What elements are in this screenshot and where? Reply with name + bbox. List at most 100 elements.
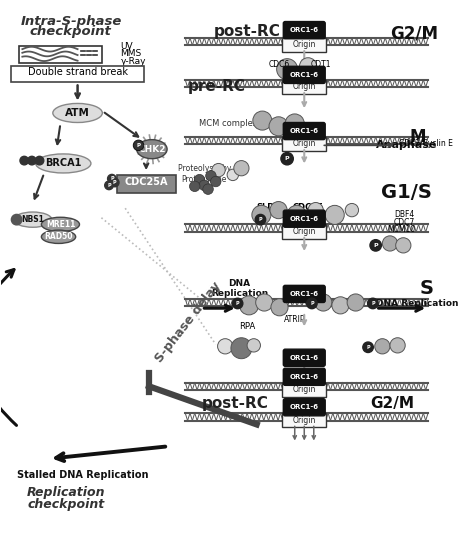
Text: S: S (418, 278, 432, 298)
Text: CHK2: CHK2 (138, 144, 165, 154)
Circle shape (205, 171, 216, 181)
Text: P: P (370, 301, 374, 306)
Circle shape (306, 298, 316, 308)
FancyBboxPatch shape (283, 286, 325, 302)
Circle shape (255, 214, 265, 225)
Text: G2/M: G2/M (389, 25, 437, 43)
Circle shape (369, 240, 381, 251)
Text: RAD50: RAD50 (44, 232, 73, 241)
Text: ATM: ATM (65, 108, 90, 118)
Circle shape (189, 181, 200, 191)
Text: P: P (136, 143, 140, 148)
Text: UV: UV (120, 41, 133, 51)
FancyBboxPatch shape (283, 210, 325, 227)
Circle shape (346, 294, 363, 311)
Text: MCM10: MCM10 (386, 225, 414, 234)
Text: Intra-S-phase: Intra-S-phase (20, 15, 121, 28)
Text: P: P (258, 217, 262, 222)
Text: ORC1-6: ORC1-6 (289, 27, 318, 33)
Circle shape (382, 236, 397, 251)
Text: Origin: Origin (292, 82, 315, 91)
Text: DNA
Replication: DNA Replication (210, 278, 268, 298)
Text: pre-RC: pre-RC (188, 78, 245, 94)
Text: Double strand break: Double strand break (27, 67, 127, 77)
Circle shape (107, 174, 116, 183)
Text: G2/M: G2/M (369, 396, 413, 411)
Text: CDC7: CDC7 (393, 218, 414, 227)
Circle shape (287, 205, 306, 225)
Text: ORC1-6: ORC1-6 (289, 374, 318, 380)
Text: S-phase delay: S-phase delay (152, 280, 223, 365)
Circle shape (331, 297, 348, 314)
Circle shape (27, 156, 36, 165)
Circle shape (269, 117, 288, 136)
Text: checkpoint: checkpoint (27, 498, 105, 511)
Text: CDC25A: CDC25A (124, 178, 168, 187)
Circle shape (285, 114, 304, 133)
Circle shape (110, 178, 119, 187)
Circle shape (226, 169, 238, 180)
Text: P: P (113, 180, 116, 185)
Text: P: P (373, 243, 377, 248)
Circle shape (247, 338, 260, 352)
Circle shape (133, 140, 144, 150)
Circle shape (105, 181, 113, 190)
Text: Replication: Replication (27, 486, 105, 499)
Text: P: P (309, 301, 313, 306)
Bar (11, 66, 144, 82)
Text: Anaphase: Anaphase (375, 140, 436, 150)
Text: post-RC: post-RC (201, 396, 268, 411)
Circle shape (210, 176, 220, 187)
FancyBboxPatch shape (283, 399, 325, 416)
Circle shape (217, 338, 232, 354)
Text: Origin: Origin (292, 416, 315, 425)
Text: ORC1-6: ORC1-6 (289, 291, 318, 297)
Circle shape (395, 238, 410, 253)
Text: DBF4: DBF4 (393, 210, 413, 219)
Circle shape (325, 205, 344, 225)
Circle shape (307, 203, 323, 218)
Circle shape (362, 342, 373, 353)
Text: NBS1: NBS1 (21, 215, 44, 224)
Circle shape (344, 203, 358, 217)
FancyArrowPatch shape (0, 270, 17, 426)
Ellipse shape (53, 104, 102, 123)
Text: checkpoint: checkpoint (30, 26, 112, 38)
FancyBboxPatch shape (282, 413, 325, 427)
Text: CDT1: CDT1 (310, 59, 330, 69)
Circle shape (367, 298, 377, 308)
Circle shape (12, 214, 22, 225)
FancyBboxPatch shape (282, 383, 325, 397)
Bar (19, 46, 102, 63)
Ellipse shape (41, 230, 75, 244)
Text: Origin: Origin (292, 385, 315, 394)
Circle shape (199, 180, 209, 191)
Text: M: M (408, 128, 425, 146)
Circle shape (251, 205, 270, 225)
Text: CDC45: CDC45 (292, 203, 323, 213)
Text: Stalled DNA Replication: Stalled DNA Replication (17, 470, 148, 480)
Circle shape (20, 156, 28, 165)
Text: Proteolysis by
Proteasome: Proteolysis by Proteasome (177, 165, 231, 184)
Circle shape (269, 202, 287, 219)
Text: P: P (107, 183, 111, 188)
Text: ATRIP: ATRIP (283, 315, 305, 324)
Circle shape (276, 59, 297, 80)
Text: G1/S: G1/S (380, 184, 431, 202)
FancyBboxPatch shape (282, 137, 325, 151)
Circle shape (239, 296, 258, 315)
Text: ORC1-6: ORC1-6 (289, 216, 318, 222)
FancyBboxPatch shape (283, 349, 325, 366)
Text: CDK2/Cyclin E: CDK2/Cyclin E (398, 139, 451, 148)
Ellipse shape (41, 217, 79, 232)
Text: MRE11: MRE11 (46, 220, 75, 229)
Ellipse shape (14, 212, 52, 227)
Text: P: P (110, 176, 113, 181)
Circle shape (212, 164, 225, 177)
Ellipse shape (36, 154, 91, 173)
Text: BRCA1: BRCA1 (45, 159, 81, 168)
Circle shape (280, 153, 293, 165)
Circle shape (314, 294, 331, 311)
FancyBboxPatch shape (282, 225, 325, 239)
Circle shape (232, 298, 242, 308)
